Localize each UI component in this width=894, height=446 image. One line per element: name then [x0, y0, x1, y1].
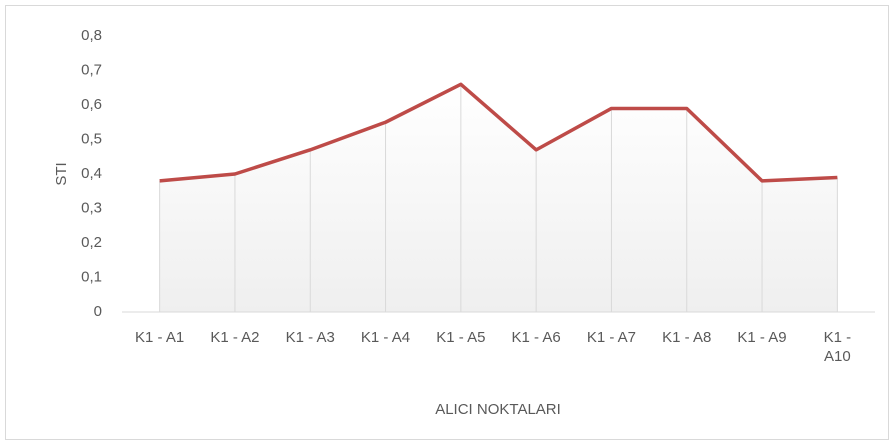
x-tick-label-box: K1 - A8 — [662, 329, 712, 346]
x-tick-label: K1 - A2 — [210, 329, 260, 346]
area — [159, 84, 838, 312]
x-tick-label-box: K1 - A10 — [823, 329, 852, 365]
y-tick-label: 0 — [94, 303, 102, 320]
y-tick-label: 0,1 — [81, 268, 102, 285]
x-tick-label-box: K1 - A4 — [360, 329, 411, 346]
x-tick-label-box: K1 - A3 — [285, 329, 335, 346]
y-tick-label: 0,5 — [81, 130, 102, 147]
y-tick-label: 0,3 — [81, 199, 102, 216]
x-tick-label-box: K1 - A9 — [737, 329, 787, 346]
x-tick-label: K1 - A4 — [360, 329, 411, 346]
y-axis-label: STI — [53, 162, 70, 185]
x-tick-label: K1 - A9 — [737, 329, 787, 346]
x-tick-label: K1 - A5 — [436, 329, 486, 346]
y-tick-label: 0,2 — [81, 234, 102, 251]
x-tick-label: K1 - A1 — [135, 329, 185, 346]
x-tick-label: K1 - A3 — [285, 329, 335, 346]
x-tick-label: K1 - A7 — [586, 329, 637, 346]
x-tick-label: K1 - A6 — [511, 329, 561, 346]
x-tick-label: K1 - A10 — [823, 329, 852, 365]
x-tick-label-box: K1 - A1 — [135, 329, 185, 346]
x-tick-label: K1 - A8 — [662, 329, 712, 346]
line — [159, 82, 838, 183]
y-tick-label: 0,4 — [81, 165, 102, 182]
x-axis-label: ALICI NOKTALARI — [435, 401, 561, 418]
y-tick-label: 0,8 — [81, 27, 102, 44]
x-tick-label-box: K1 - A6 — [511, 329, 561, 346]
y-tick-label: 0,7 — [81, 61, 102, 78]
x-tick-label-box: K1 - A7 — [586, 329, 637, 346]
x-tick-label-box: K1 - A5 — [436, 329, 486, 346]
y-tick-label: 0,6 — [81, 96, 102, 113]
x-tick-label-box: K1 - A2 — [210, 329, 260, 346]
